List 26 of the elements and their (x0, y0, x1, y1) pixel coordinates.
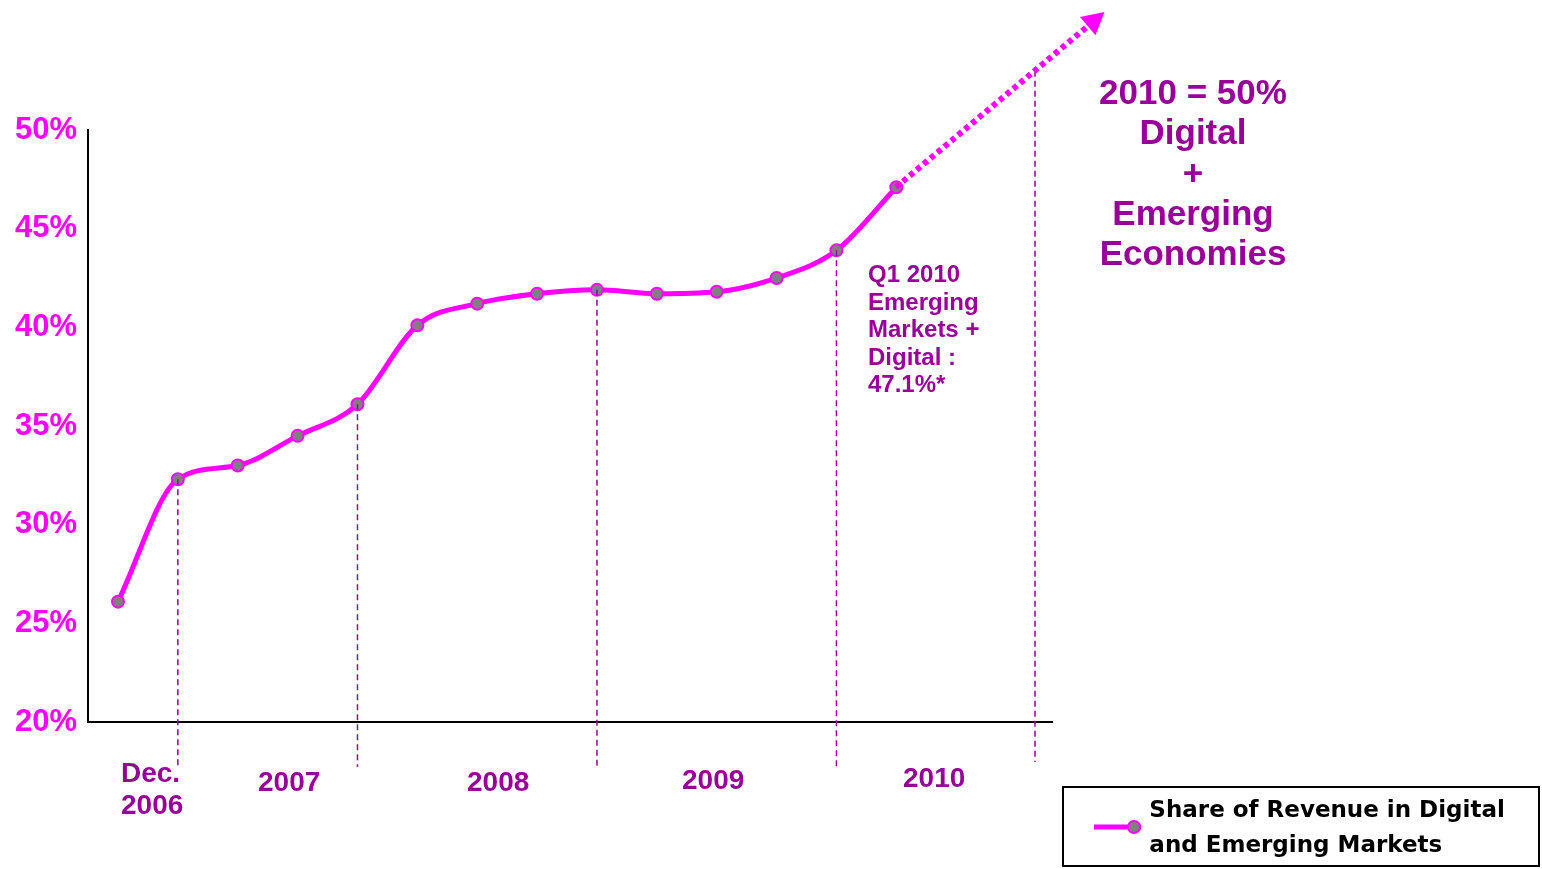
y-tick-label: 50% (15, 110, 78, 146)
y-tick-label: 25% (15, 603, 78, 639)
text: 2008 (467, 766, 530, 799)
point (829, 243, 844, 258)
text: 2010 (903, 762, 966, 795)
point (530, 286, 545, 301)
text: Dec. 2006 (121, 757, 184, 822)
point (769, 271, 784, 285)
point (290, 428, 305, 443)
point (350, 397, 365, 412)
text: 2007 (258, 766, 321, 799)
y-tick-label: 40% (15, 307, 78, 343)
point (110, 594, 125, 609)
legend-label: Share of Revenue in Digital and Emerging Markets (1149, 795, 1506, 859)
annotation: Q1 2010 Emerging Markets + Digital : 47.1%* (868, 260, 980, 398)
text: 2010 = 50% Digital + Emerging Economies (1098, 72, 1288, 274)
y-tick-label: 45% (15, 209, 78, 245)
point (649, 286, 664, 301)
point (230, 458, 245, 473)
text: 2009 (682, 764, 745, 797)
y-tick-label: 20% (15, 702, 78, 738)
y-tick-label: 35% (15, 406, 78, 442)
point (410, 318, 425, 333)
point (709, 284, 724, 299)
point (470, 296, 485, 311)
y-tick-label: 30% (15, 505, 78, 541)
